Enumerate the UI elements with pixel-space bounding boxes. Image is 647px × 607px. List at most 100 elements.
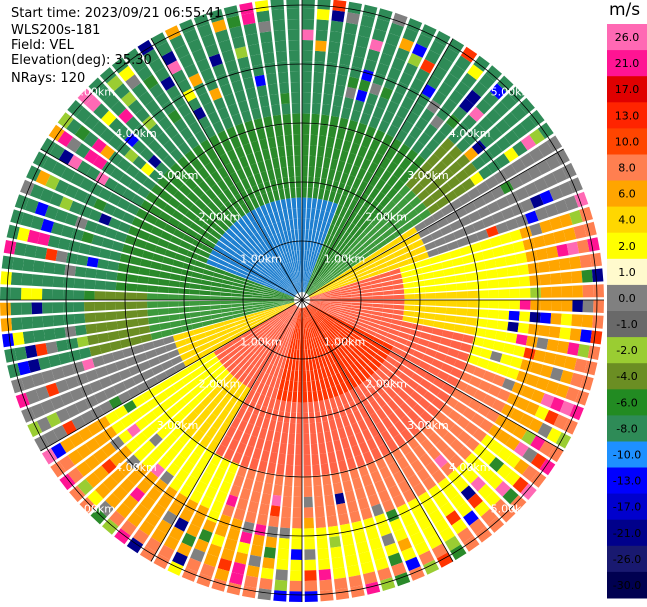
range-gate-cell [455,274,467,283]
range-gate-cell [465,452,480,468]
range-gate-cell [232,310,243,315]
colorbar-tick-label: -21.0 [613,527,641,540]
colorbar-swatch [607,311,647,338]
range-gate-cell [536,337,549,350]
range-gate-cell [393,304,405,310]
range-gate-cell [282,313,291,323]
range-gate-cell [98,187,113,201]
range-gate-cell [150,463,165,478]
range-gate-cell [579,329,592,343]
range-gate-cell [254,232,263,243]
range-gate-cell [282,496,292,508]
range-gate-cell [303,486,313,497]
range-gate-cell [447,130,462,145]
range-gate-cell [59,196,74,211]
range-gate-cell [267,83,279,96]
range-gate-cell [400,415,413,428]
range-gate-cell [563,356,577,371]
range-gate-cell [319,268,327,278]
range-gate-cell [172,69,187,84]
range-gate-cell [129,408,143,422]
range-gate-cell [386,174,399,187]
range-gate-cell [172,551,188,567]
range-gate-cell [286,240,292,252]
range-gate-cell [288,287,297,295]
range-gate-cell [287,359,293,371]
range-gate-cell [231,300,242,304]
range-gate-cell [287,304,296,312]
range-gate-cell [270,259,279,270]
range-gate-cell [496,463,513,480]
range-gate-cell [312,275,319,285]
range-gate-cell [234,355,245,366]
range-gate-cell [236,497,249,511]
range-gate-cell [479,149,494,164]
range-gate-cell [307,381,312,392]
range-gate-cell [242,374,252,386]
range-ring-label: 1.00km [324,336,366,349]
colorbar-swatch [607,76,647,103]
range-gate-cell [267,352,275,364]
range-gate-cell [332,238,341,249]
range-gate-cell [439,526,455,542]
range-gate-cell [326,314,337,322]
range-gate-cell [159,378,172,391]
range-gate-cell [382,285,394,291]
range-gate-cell [224,162,236,175]
range-gate-cell [270,201,278,213]
range-gate-cell [349,312,361,319]
range-gate-cell [389,268,401,276]
range-gate-cell [314,230,320,242]
range-gate-cell [60,437,76,453]
range-gate-cell [22,258,35,272]
range-gate-cell [326,136,335,149]
range-gate-cell [54,179,70,195]
range-gate-cell [467,300,478,308]
range-gate-cell [389,205,401,217]
range-gate-cell [234,46,248,59]
range-gate-cell [296,197,302,209]
range-gate-cell [304,559,317,571]
range-gate-cell [263,52,275,64]
range-gate-cell [355,344,366,354]
range-gate-cell [275,306,286,312]
range-gate-cell [352,374,363,386]
range-gate-cell [371,547,386,561]
range-gate-cell [479,239,492,250]
range-gate-cell [279,527,290,539]
range-gate-cell [247,320,258,328]
range-gate-cell [79,497,96,514]
range-gate-cell [277,146,286,158]
range-gate-cell [257,160,267,173]
range-gate-cell [227,103,240,117]
range-gate-cell [252,304,263,308]
range-gate-cell [171,439,185,454]
range-gate-cell [114,528,131,545]
range-gate-cell [273,234,280,245]
range-gate-cell [118,65,135,82]
range-gate-cell [335,372,344,384]
range-gate-cell [222,279,234,286]
range-gate-cell [275,51,288,63]
range-gate-cell [278,71,289,84]
range-gate-cell [203,383,215,395]
range-gate-cell [372,291,384,296]
range-gate-cell [422,476,437,491]
range-gate-cell [391,115,405,129]
range-gate-cell [251,220,261,232]
range-gate-cell [31,274,44,287]
range-gate-cell [525,250,538,263]
range-gate-cell [118,391,132,404]
range-gate-cell [315,29,328,42]
range-gate-cell [166,85,181,100]
range-gate-cell [192,48,207,63]
range-gate-cell [319,304,330,309]
range-gate-cell [478,165,493,180]
range-gate-cell [439,122,454,137]
range-gate-cell [457,527,474,543]
range-gate-cell [275,344,282,356]
range-gate-cell [273,484,283,496]
range-gate-cell [263,116,273,128]
range-gate-cell [199,434,212,448]
range-gate-cell [159,322,171,330]
